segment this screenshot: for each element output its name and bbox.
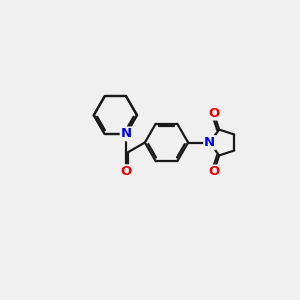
Text: O: O <box>208 106 219 120</box>
Text: N: N <box>204 136 215 149</box>
Text: N: N <box>121 128 132 140</box>
Text: O: O <box>121 165 132 178</box>
Text: O: O <box>208 165 219 178</box>
